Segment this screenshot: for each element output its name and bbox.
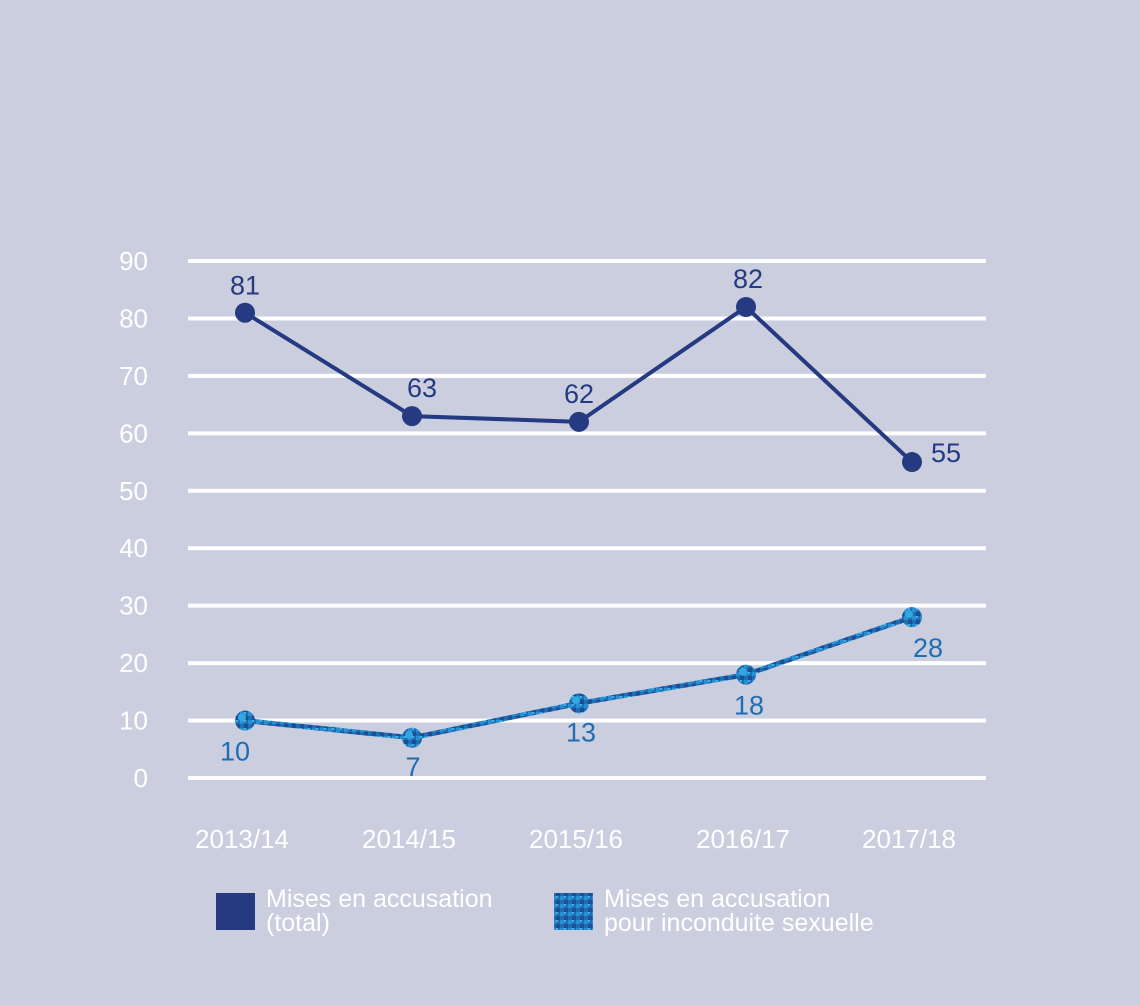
y-tick-label: 40 [119,533,148,563]
legend-label: Mises en accusation [266,885,493,913]
y-tick-label: 0 [134,763,148,793]
series-1: 81 63 62 82 55 [230,264,961,473]
data-point [736,664,756,685]
data-label: 18 [734,691,764,721]
data-point [569,411,589,432]
y-tick-label: 10 [119,706,148,736]
y-tick-label: 80 [119,303,148,333]
y-tick-label: 50 [119,476,148,506]
data-label: 81 [230,271,260,301]
series-layer: 81 63 62 82 55 10 7 13 18 28 [220,264,961,782]
data-label: 10 [220,737,250,767]
y-tick-label: 30 [119,591,148,621]
data-point [235,710,255,731]
legend-item-1: Mises en accusation(total) [216,885,493,937]
data-point [902,452,922,473]
data-point-highlight [739,667,747,676]
gridlines [188,259,986,780]
data-point [235,302,255,323]
data-label: 13 [566,717,596,747]
data-point [402,727,422,748]
data-point [569,693,589,714]
data-point-highlight [405,730,413,739]
legend-label: Mises en accusation [604,885,831,913]
data-label: 63 [407,373,437,403]
x-tick-label: 2016/17 [696,824,790,854]
data-label: 55 [931,438,961,468]
series-2: 10 7 13 18 28 [220,607,943,782]
data-point-highlight [572,696,580,705]
data-label: 7 [405,752,420,782]
data-point [902,607,922,628]
data-label: 62 [564,379,594,409]
legend-swatch [554,893,593,930]
data-label: 82 [733,264,763,294]
data-label: 28 [913,633,943,663]
x-tick-label: 2014/15 [362,824,456,854]
x-tick-label: 2013/14 [195,824,289,854]
y-tick-label: 20 [119,648,148,678]
data-point [402,406,422,427]
data-point-highlight [905,610,913,619]
y-tick-label: 70 [119,361,148,391]
y-tick-label: 90 [119,246,148,276]
legend-label: (total) [266,909,330,937]
data-point [736,296,756,317]
x-tick-label: 2017/18 [862,824,956,854]
x-tick-label: 2015/16 [529,824,623,854]
y-axis: 0 10 20 30 40 50 60 70 80 90 [119,246,148,793]
x-axis: 2013/14 2014/15 2015/16 2016/17 2017/18 [195,824,956,854]
legend-swatch [216,893,255,930]
legend: Mises en accusation(total)Mises en accus… [216,885,874,937]
data-point-highlight [238,713,246,722]
legend-label: pour inconduite sexuelle [604,909,874,937]
y-tick-label: 60 [119,418,148,448]
